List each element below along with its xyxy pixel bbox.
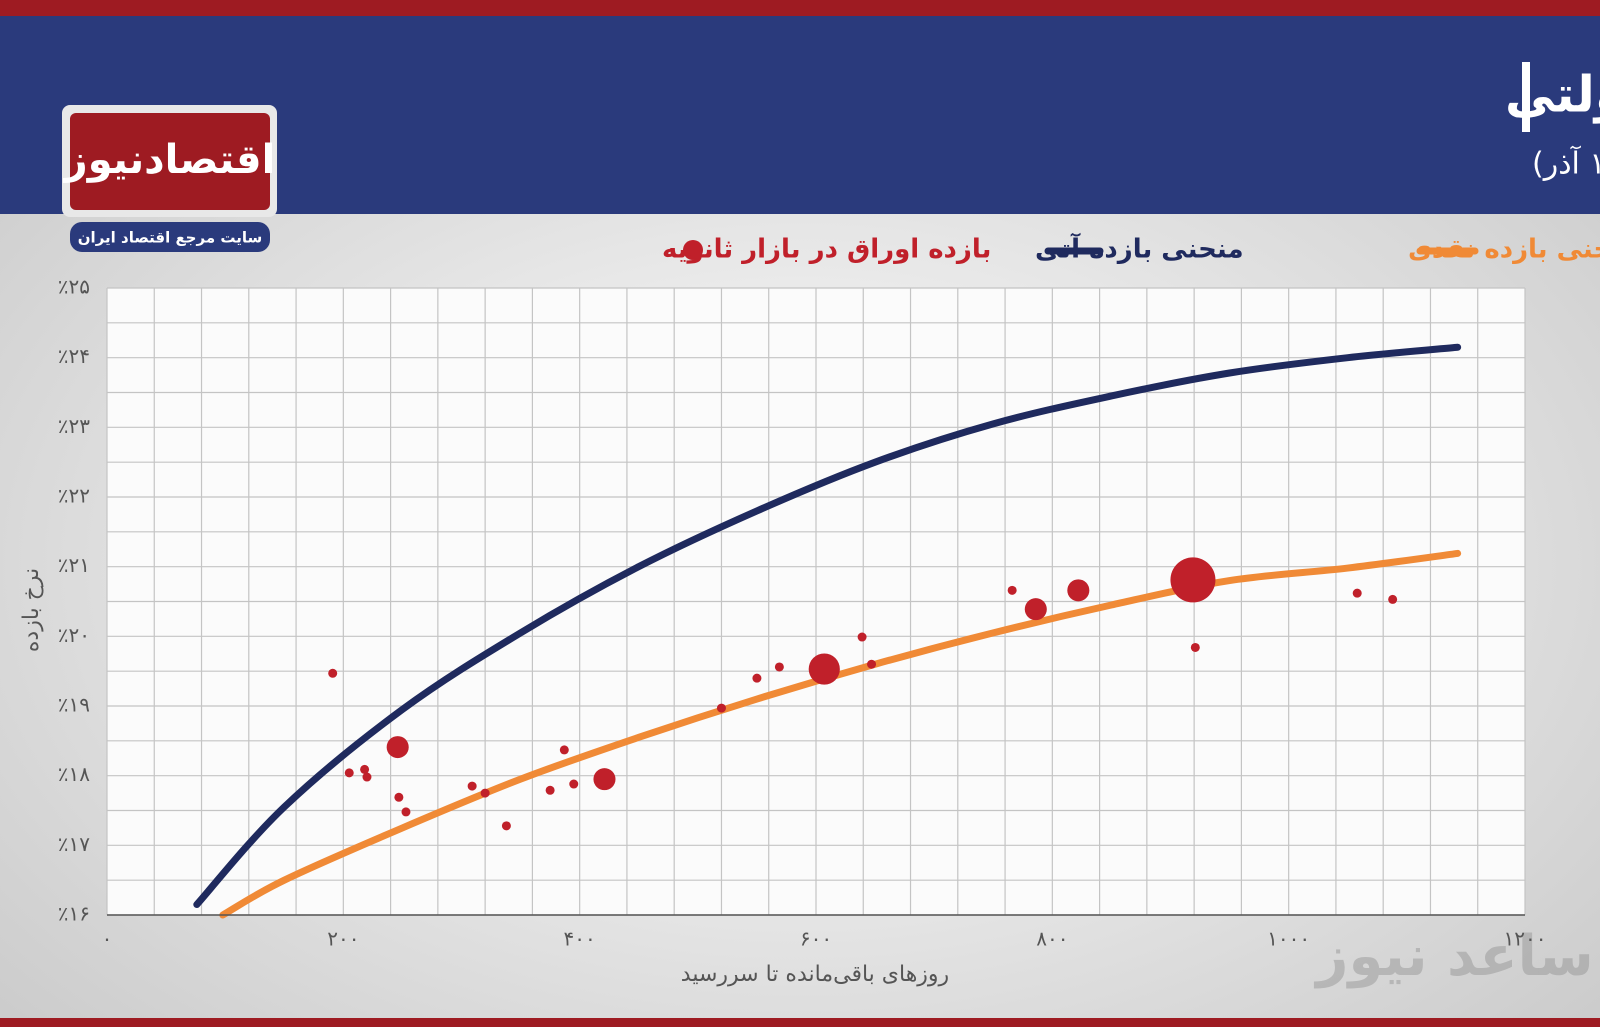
point — [501, 821, 511, 831]
x-tick-label: ۲۰۰ — [327, 927, 359, 951]
legend-label: منحنی بازده نقدی — [1408, 235, 1600, 265]
legend-label: بازده اوراق در بازار ثانویه — [662, 235, 991, 265]
point — [1170, 557, 1216, 603]
chart-title: منحنی بازده نقدی و آتی اوراق بدهی دولتی — [1505, 64, 1600, 125]
point — [808, 653, 840, 685]
point — [867, 659, 877, 669]
grid — [106, 287, 1526, 916]
point — [545, 785, 555, 795]
y-tick-label: ٪۲۴ — [58, 344, 90, 368]
x-tick-label: ۸۰۰ — [1036, 927, 1068, 951]
x-tick-label: ۴۰۰ — [564, 927, 596, 951]
point — [774, 662, 784, 672]
legend-marker — [683, 240, 703, 260]
point — [328, 668, 338, 678]
point — [569, 779, 579, 789]
legend-label: منحنی بازده آتی — [1035, 233, 1244, 265]
top-strip — [0, 0, 1600, 16]
point — [1190, 642, 1200, 652]
logo-tagline-box — [70, 222, 270, 252]
bottom-strip — [0, 1018, 1600, 1027]
point — [344, 768, 354, 778]
curve — [193, 343, 1462, 909]
y-axis-label: نرخ بازده — [19, 568, 44, 652]
point — [386, 736, 409, 759]
marks — [193, 343, 1462, 919]
y-tick-label: ٪۱۹ — [58, 693, 90, 717]
point — [559, 745, 569, 755]
x-tick-label: ۱۰۰۰ — [1267, 927, 1310, 951]
y-tick-label: ٪۱۸ — [58, 762, 90, 786]
y-tick-label: ٪۲۱ — [58, 553, 90, 577]
point — [593, 768, 616, 791]
title-bar — [1522, 62, 1530, 132]
point — [394, 792, 404, 802]
y-tick-label: ٪۲۰ — [58, 623, 90, 647]
y-tick-label: ٪۲۲ — [58, 484, 90, 508]
y-tick-label: ٪۲۵ — [58, 275, 90, 299]
x-tick-label: ۱۲۰۰ — [1504, 927, 1547, 951]
y-tick-label: ٪۲۳ — [58, 414, 90, 438]
point — [1352, 588, 1362, 598]
chart-subtitle: (شنبه ۱۵ آذر) — [1532, 146, 1600, 182]
x-tick-label: ۰ — [102, 927, 113, 951]
point — [857, 632, 867, 642]
point — [1067, 579, 1090, 602]
point — [401, 807, 411, 817]
logo-box — [70, 113, 270, 210]
watermark: ساعد نیوز — [1313, 924, 1593, 989]
point — [752, 673, 762, 683]
logo-tagline: سایت مرجع اقتصاد ایران — [78, 229, 262, 247]
y-tick-label: ٪۱۶ — [58, 902, 90, 926]
logo-name: اقتصادنیوز — [63, 137, 276, 183]
point — [716, 703, 726, 713]
point — [360, 764, 370, 774]
point — [1388, 594, 1398, 604]
y-tick-label: ٪۱۷ — [58, 832, 90, 856]
point — [1007, 585, 1017, 595]
point — [362, 772, 372, 782]
x-axis-label: روزهای باقی‌مانده تا سررسید — [681, 962, 949, 987]
point — [480, 788, 490, 798]
point — [467, 781, 477, 791]
x-tick-label: ۶۰۰ — [800, 927, 832, 951]
point — [1024, 598, 1047, 621]
